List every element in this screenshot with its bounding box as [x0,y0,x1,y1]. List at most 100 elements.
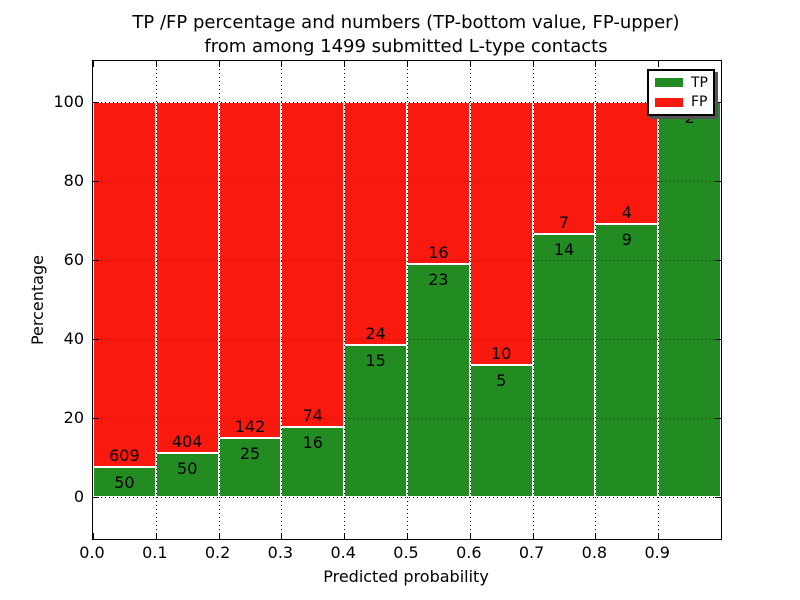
x-tick-mark [595,533,597,539]
v-gridline [595,61,597,539]
y-tick-mark-right [715,260,721,261]
y-tick-mark [93,418,99,419]
x-tick-label: 0.0 [79,543,105,562]
fp-count-label: 74 [302,405,323,425]
bar-segment-fp [93,102,156,468]
x-tick-label: 0.6 [456,543,482,562]
x-tick-mark-top [595,61,597,67]
chart-title-line1: TP /FP percentage and numbers (TP-bottom… [132,12,680,33]
y-tick-label: 0 [73,487,84,506]
y-tick-label: 100 [53,92,84,111]
bar-segment-tp [93,467,156,497]
x-tick-mark-top [469,61,471,67]
x-axis-label: Predicted probability [323,567,489,586]
legend-item: TP [649,75,713,91]
legend-item-label: FP [691,94,708,111]
v-gridline [155,61,157,539]
tp-count-label: 5 [496,371,507,391]
x-tick-label: 0.4 [330,543,356,562]
x-tick-mark [218,533,220,539]
v-gridline [469,61,471,539]
tp-swatch [655,78,683,88]
x-tick-mark-top [281,61,283,67]
fp-count-label: 7 [558,212,570,232]
x-tick-mark-top [344,61,346,67]
bar-segment-fp [155,102,219,454]
v-gridline [281,61,283,539]
x-tick-label: 0.8 [581,543,608,562]
fp-count-label: 404 [171,432,203,452]
tp-count-label: 9 [621,229,632,249]
bar-segment-fp [407,102,470,265]
x-tick-mark-top [155,61,157,67]
y-tick-mark [93,102,99,103]
legend-item: FP [649,94,713,110]
fp-count-label: 142 [234,416,266,436]
x-tick-label: 0.1 [142,543,168,562]
x-tick-label: 0.2 [204,543,231,562]
tp-count-label: 15 [365,351,386,371]
y-tick-label: 60 [63,250,84,269]
tp-count-label: 23 [428,270,449,290]
v-gridline [344,61,346,539]
y-tick-mark [93,260,99,261]
bar-segment-fp [218,102,282,438]
x-tick-mark-top [658,61,660,67]
v-gridline [532,61,534,539]
bar-segment-fp [344,102,407,346]
fp-count-label: 609 [109,446,140,466]
fp-count-label: 10 [491,344,512,364]
bar-segment-fp [469,102,533,366]
tp-count-label: 2 [684,108,695,127]
tp-count-label: 16 [302,432,323,452]
y-tick-mark-right [715,418,721,419]
x-tick-mark-top [93,61,94,67]
y-tick-mark [93,497,99,498]
plot-area: 609 50 404 50 142 25 74 16 24 15 16 23 10 5 7 14 4 9 2 TP F… [92,60,722,540]
chart-title-line2: from among 1499 submitted L-type contact… [204,36,608,57]
bar-segment-tp [658,102,721,497]
y-tick-mark-right [715,339,721,340]
chart-title: TP /FP percentage and numbers (TP-bottom… [92,11,720,59]
tp-count-label: 14 [553,239,575,259]
legend-item-label: TP [691,74,708,91]
tp-count-label: 50 [177,459,198,479]
x-tick-mark-top [407,61,408,67]
y-tick-mark-right [715,102,721,103]
x-tick-mark-top [532,61,534,67]
x-tick-mark [532,533,534,539]
x-tick-mark [281,533,283,539]
bar-segment-tp [595,223,659,497]
bar-segment-tp [532,233,596,497]
x-tick-label: 0.7 [518,543,545,562]
legend: TP FP [647,69,715,116]
x-tick-label: 0.9 [644,543,670,562]
tp-count-label: 50 [114,473,135,493]
fp-count-label: 24 [365,324,386,344]
x-tick-mark-top [218,61,220,67]
y-tick-mark-right [715,181,721,182]
v-gridline [658,61,660,539]
x-tick-mark [155,533,157,539]
x-tick-mark [469,533,471,539]
x-tick-mark [658,533,660,539]
bar-segment-fp [281,102,345,427]
y-tick-label: 80 [63,171,84,190]
x-tick-mark [344,533,346,539]
x-tick-mark [93,533,94,539]
bar-segment-tp [407,264,470,497]
y-tick-mark-right [715,497,721,498]
fp-count-label: 16 [428,243,449,263]
y-tick-mark [93,339,99,340]
y-tick-label: 40 [63,329,84,348]
tp-count-label: 25 [239,443,261,463]
fp-count-label: 4 [621,202,632,222]
x-tick-label: 0.5 [393,543,419,562]
x-tick-mark [407,533,408,539]
x-tick-label: 0.3 [267,543,294,562]
y-tick-label: 20 [63,408,84,427]
fp-swatch [655,97,683,107]
v-gridline [218,61,220,539]
v-gridline [407,61,408,539]
